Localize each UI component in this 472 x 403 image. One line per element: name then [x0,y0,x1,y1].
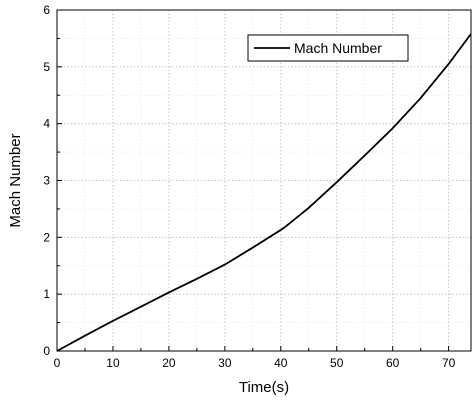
y-tick-label: 1 [43,287,50,301]
x-tick-label: 10 [106,356,120,370]
x-tick-label: 50 [330,356,344,370]
x-tick-label: 20 [162,356,176,370]
x-tick-label: 60 [386,356,400,370]
y-tick-label: 2 [43,230,50,244]
x-tick-label: 0 [54,356,61,370]
x-axis-title: Time(s) [239,379,289,396]
x-tick-label: 40 [274,356,288,370]
x-tick-label: 30 [218,356,232,370]
y-tick-label: 3 [43,174,50,188]
y-tick-label: 6 [43,3,50,17]
legend: Mach Number [247,34,409,62]
y-tick-label: 0 [43,344,50,358]
tick-marks [56,9,450,352]
legend-label: Mach Number [294,40,382,56]
tick-labels: 0 10 20 30 40 50 60 70 0 1 2 3 4 5 6 [43,3,455,370]
series-line-mach-number [56,33,472,352]
y-tick-label: 4 [43,117,50,131]
x-tick-label: 70 [442,356,456,370]
y-axis-title: Mach Number [7,133,24,227]
y-tick-label: 5 [43,60,50,74]
